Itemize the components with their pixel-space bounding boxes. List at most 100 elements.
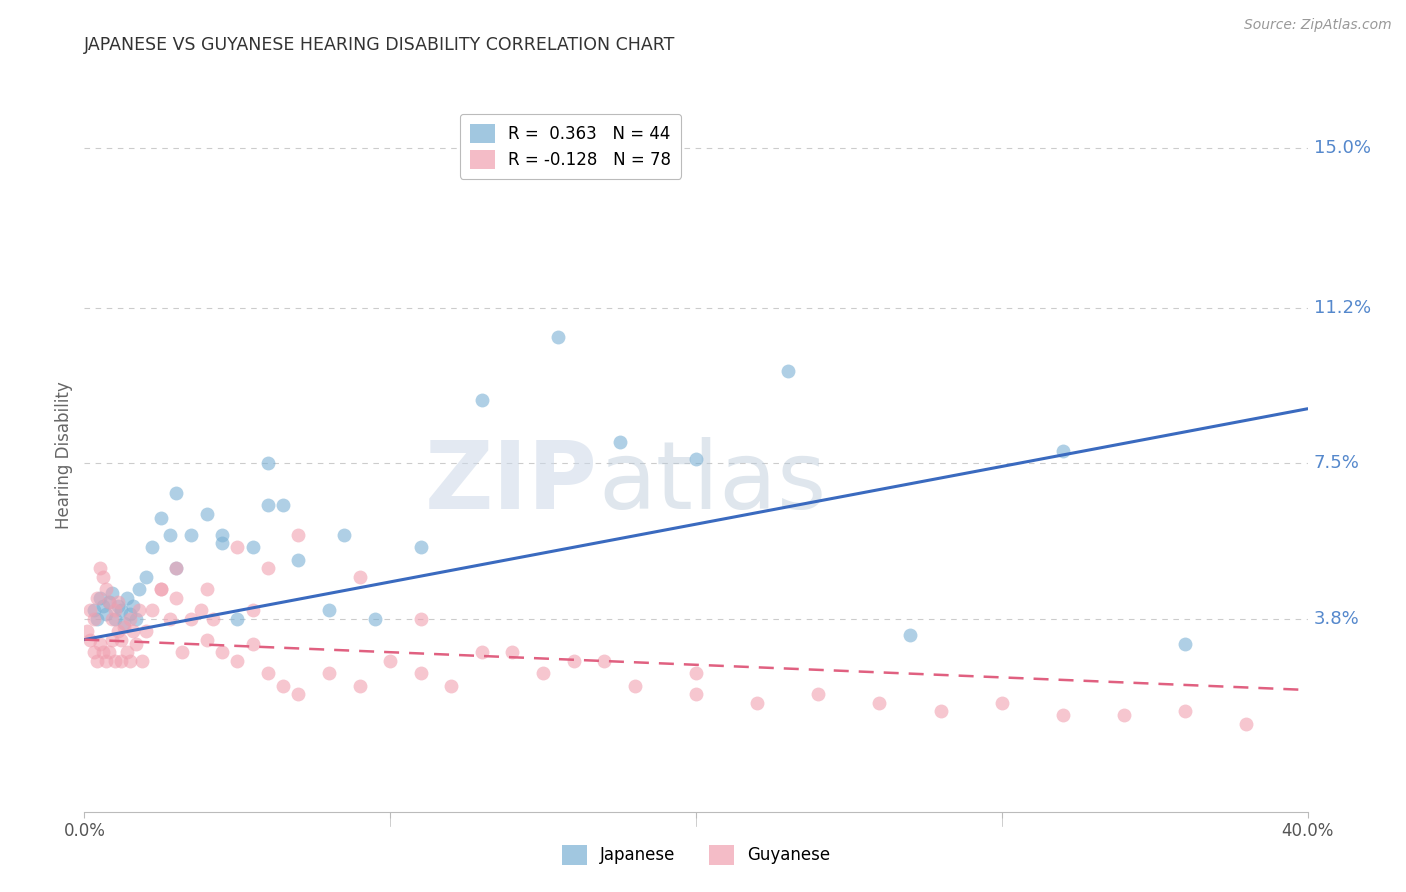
Point (79, 632, 101, 647)
Point (1052, 708, 1074, 723)
Point (104, 603, 127, 617)
Point (333, 527, 356, 541)
Point (94, 654, 117, 668)
Point (547, 330, 569, 344)
Point (685, 687, 707, 701)
Point (141, 603, 163, 617)
Point (609, 435, 631, 450)
Point (776, 364, 799, 378)
Point (120, 654, 142, 668)
Point (104, 654, 127, 668)
Point (120, 612, 142, 626)
Point (257, 456, 280, 470)
Point (531, 666, 554, 681)
Point (165, 591, 187, 605)
Point (1174, 704, 1197, 718)
Text: JAPANESE VS GUYANESE HEARING DISABILITY CORRELATION CHART: JAPANESE VS GUYANESE HEARING DISABILITY … (84, 36, 676, 54)
Point (257, 666, 280, 681)
Point (97, 595, 120, 609)
Point (562, 654, 585, 668)
Point (149, 511, 172, 525)
Point (991, 696, 1014, 710)
Point (115, 591, 138, 605)
Point (135, 624, 157, 639)
Point (409, 541, 432, 555)
Point (165, 485, 187, 500)
Text: ZIP: ZIP (425, 437, 598, 530)
Point (159, 612, 181, 626)
Point (685, 666, 707, 681)
Point (211, 645, 233, 659)
Point (112, 620, 135, 634)
Point (107, 599, 129, 613)
Point (101, 612, 124, 626)
Point (226, 541, 249, 555)
Point (91, 645, 114, 659)
Point (257, 498, 280, 512)
Point (318, 666, 340, 681)
Point (593, 654, 616, 668)
Text: Source: ZipAtlas.com: Source: ZipAtlas.com (1244, 18, 1392, 32)
Point (226, 654, 249, 668)
Point (131, 654, 153, 668)
Point (242, 603, 264, 617)
Point (502, 645, 524, 659)
Point (349, 679, 371, 693)
Point (122, 599, 145, 613)
Point (86, 591, 108, 605)
Point (110, 632, 132, 647)
Point (364, 612, 387, 626)
Point (115, 645, 138, 659)
Text: 3.8%: 3.8% (1313, 609, 1360, 628)
Point (89, 561, 111, 575)
Point (271, 498, 294, 512)
Legend: Japanese, Guyanese: Japanese, Guyanese (555, 838, 837, 871)
Point (211, 527, 233, 541)
Point (869, 696, 891, 710)
Point (125, 612, 148, 626)
Point (195, 582, 218, 597)
Point (79, 603, 101, 617)
Point (89, 591, 111, 605)
Point (141, 541, 163, 555)
Point (101, 632, 124, 647)
Point (122, 624, 145, 639)
Point (86, 654, 108, 668)
Point (125, 637, 148, 651)
Point (1114, 708, 1136, 723)
Point (128, 603, 150, 617)
Point (149, 582, 172, 597)
Point (1052, 443, 1074, 458)
Point (172, 645, 194, 659)
Point (165, 561, 187, 575)
Point (110, 603, 132, 617)
Point (120, 607, 142, 622)
Point (287, 527, 309, 541)
Point (287, 553, 309, 567)
Point (1174, 637, 1197, 651)
Point (685, 452, 707, 467)
Point (409, 666, 432, 681)
Point (104, 612, 127, 626)
Point (107, 624, 129, 639)
Point (257, 561, 280, 575)
Point (89, 637, 111, 651)
Point (159, 527, 181, 541)
Point (165, 561, 187, 575)
Point (409, 612, 432, 626)
Point (226, 612, 249, 626)
Point (110, 654, 132, 668)
Point (440, 679, 463, 693)
Text: 7.5%: 7.5% (1313, 454, 1360, 473)
Point (91, 569, 114, 583)
Point (349, 569, 371, 583)
Point (1234, 716, 1257, 731)
Point (747, 696, 769, 710)
Point (94, 582, 117, 597)
Point (190, 603, 212, 617)
Point (180, 612, 202, 626)
Point (624, 679, 647, 693)
Point (97, 595, 120, 609)
Point (94, 607, 117, 622)
Point (271, 679, 294, 693)
